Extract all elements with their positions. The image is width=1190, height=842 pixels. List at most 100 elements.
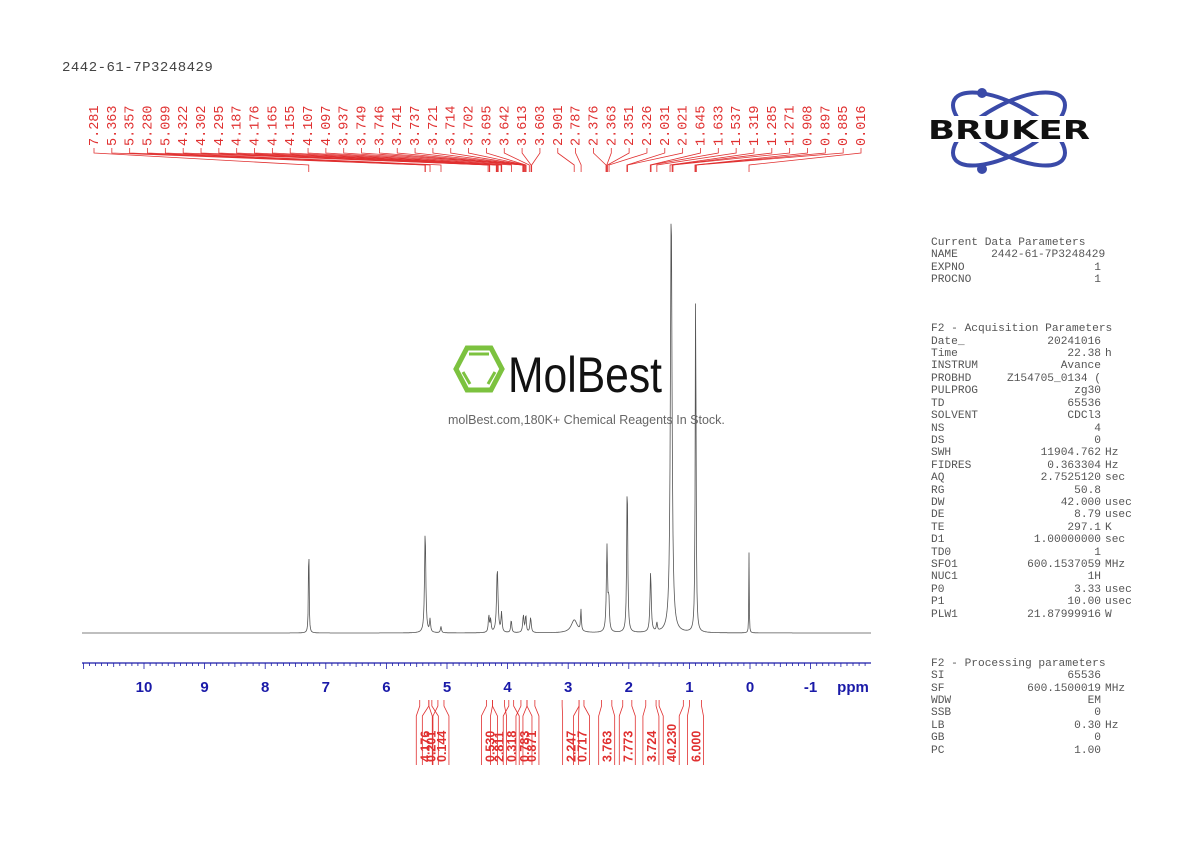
svg-text:2.247: 2.247: [565, 731, 579, 762]
svg-text:3.702: 3.702: [463, 105, 478, 146]
param-unit: K: [1105, 521, 1112, 534]
svg-text:1.271: 1.271: [784, 105, 799, 146]
svg-text:4.176: 4.176: [249, 105, 264, 146]
param-key: DS: [931, 434, 945, 447]
spectrum-trace: [82, 223, 871, 634]
axis-tick-label: 7: [322, 679, 330, 696]
param-value: 1: [1094, 274, 1101, 287]
svg-text:2.376: 2.376: [587, 105, 602, 146]
bruker-text: BRUKER: [928, 116, 1090, 146]
section-header: F2 - Processing parameters: [931, 657, 1106, 670]
param-unit: [1101, 571, 1141, 583]
param-row: FIDRES 0.363304 Hz: [931, 460, 1141, 472]
param-value: 42.000: [1060, 496, 1101, 509]
svg-text:4.302: 4.302: [195, 105, 210, 146]
param-row: P1 10.00 usec: [931, 596, 1141, 608]
svg-text:4.295: 4.295: [213, 105, 228, 146]
param-unit: [1101, 670, 1141, 682]
param-key: PROBHD: [931, 372, 972, 385]
param-key: AQ: [931, 472, 945, 485]
peak-label: 1.319: [669, 105, 763, 172]
axis-tick-label: 2: [625, 679, 633, 696]
peak-label: 2.376: [587, 105, 607, 172]
peak-label: 0.016: [748, 105, 870, 172]
param-row: TE 297.1 K: [931, 522, 1141, 534]
param-value: 1: [1094, 261, 1101, 274]
param-value: 65536: [1067, 670, 1101, 683]
param-unit: [1101, 707, 1141, 719]
param-key: PLW1: [931, 608, 958, 621]
param-value: 2442-61-7P3248429: [991, 249, 1106, 262]
svg-text:3.714: 3.714: [445, 105, 460, 146]
svg-text:3.642: 3.642: [498, 105, 513, 146]
param-unit: [1101, 732, 1141, 744]
peak-label: 1.271: [672, 105, 799, 172]
molbest-brand: MolBest: [508, 347, 662, 400]
param-unit: [1101, 360, 1141, 372]
param-key: GB: [931, 732, 945, 745]
peak-label: 5.280: [142, 105, 431, 172]
param-unit: [1101, 695, 1141, 707]
param-unit: W: [1105, 608, 1112, 621]
spectrum-title: 2442-61-7P3248429: [62, 60, 214, 76]
param-unit: usec: [1105, 496, 1132, 509]
peak-label: 0.908: [694, 105, 816, 172]
param-unit: [1101, 410, 1141, 422]
param-key: FIDRES: [931, 459, 972, 472]
param-value: 1: [1094, 546, 1101, 559]
svg-text:0.871: 0.871: [525, 731, 539, 762]
param-unit: MHz: [1105, 558, 1126, 571]
param-key: SFO1: [931, 558, 958, 571]
param-unit: [1101, 745, 1141, 757]
peak-label: 0.897: [695, 105, 834, 172]
svg-text:0.897: 0.897: [819, 105, 834, 146]
param-row: DE 8.79 usec: [931, 509, 1141, 521]
peak-label: 3.737: [409, 105, 524, 172]
axis-tick-label: 6: [382, 679, 390, 696]
param-row: SFO1 600.1537059 MHz: [931, 559, 1141, 571]
param-row: AQ 2.7525120 sec: [931, 472, 1141, 484]
axis-unit-label: ppm: [837, 679, 869, 696]
param-key: SI: [931, 670, 945, 683]
param-key: EXPNO: [931, 261, 965, 274]
param-row: P0 3.33 usec: [931, 584, 1141, 596]
svg-text:1.319: 1.319: [748, 105, 763, 146]
param-row: DW 42.000 usec: [931, 497, 1141, 509]
param-row: INSTRUM Avance: [931, 360, 1141, 372]
param-key: NUC1: [931, 571, 958, 584]
param-key: Time: [931, 348, 958, 361]
param-value: 0: [1094, 732, 1101, 745]
param-unit: MHz: [1105, 682, 1126, 695]
svg-text:3.746: 3.746: [373, 105, 388, 146]
peak-label: 3.702: [463, 105, 527, 172]
peak-label: 2.326: [608, 105, 656, 172]
param-unit: h: [1105, 348, 1112, 361]
svg-text:3.741: 3.741: [391, 105, 406, 146]
svg-text:0.885: 0.885: [837, 105, 852, 146]
svg-text:0.016: 0.016: [855, 105, 870, 146]
param-unit: [1101, 373, 1141, 385]
param-row: NAME 2442-61-7P3248429: [931, 249, 1141, 261]
svg-text:2.031: 2.031: [659, 105, 674, 146]
param-value: zg30: [1074, 385, 1101, 398]
integral-label: 3.724: [642, 700, 660, 765]
axis-tick-label: 9: [200, 679, 208, 696]
svg-text:4.176: 4.176: [418, 731, 432, 762]
peak-label: 4.155: [284, 105, 499, 172]
param-key: TE: [931, 521, 945, 534]
param-value: 0.30: [1074, 719, 1101, 732]
param-row: PULPROG zg30: [931, 385, 1141, 397]
svg-text:4.187: 4.187: [231, 105, 246, 146]
param-key: P1: [931, 596, 945, 609]
section-header: Current Data Parameters: [931, 236, 1086, 249]
param-key: PULPROG: [931, 385, 978, 398]
integral-label: 0.144: [432, 700, 450, 765]
param-row: PLW1 21.87999916 W: [931, 609, 1141, 621]
param-key: PROCNO: [931, 274, 972, 287]
svg-text:0.783: 0.783: [518, 731, 532, 762]
param-value: 21.87999916: [1027, 608, 1101, 621]
peak-label: 4.295: [213, 105, 491, 172]
param-row: DS 0: [931, 435, 1141, 447]
bruker-logo: BRUKER: [922, 82, 1097, 182]
param-key: INSTRUM: [931, 360, 978, 373]
